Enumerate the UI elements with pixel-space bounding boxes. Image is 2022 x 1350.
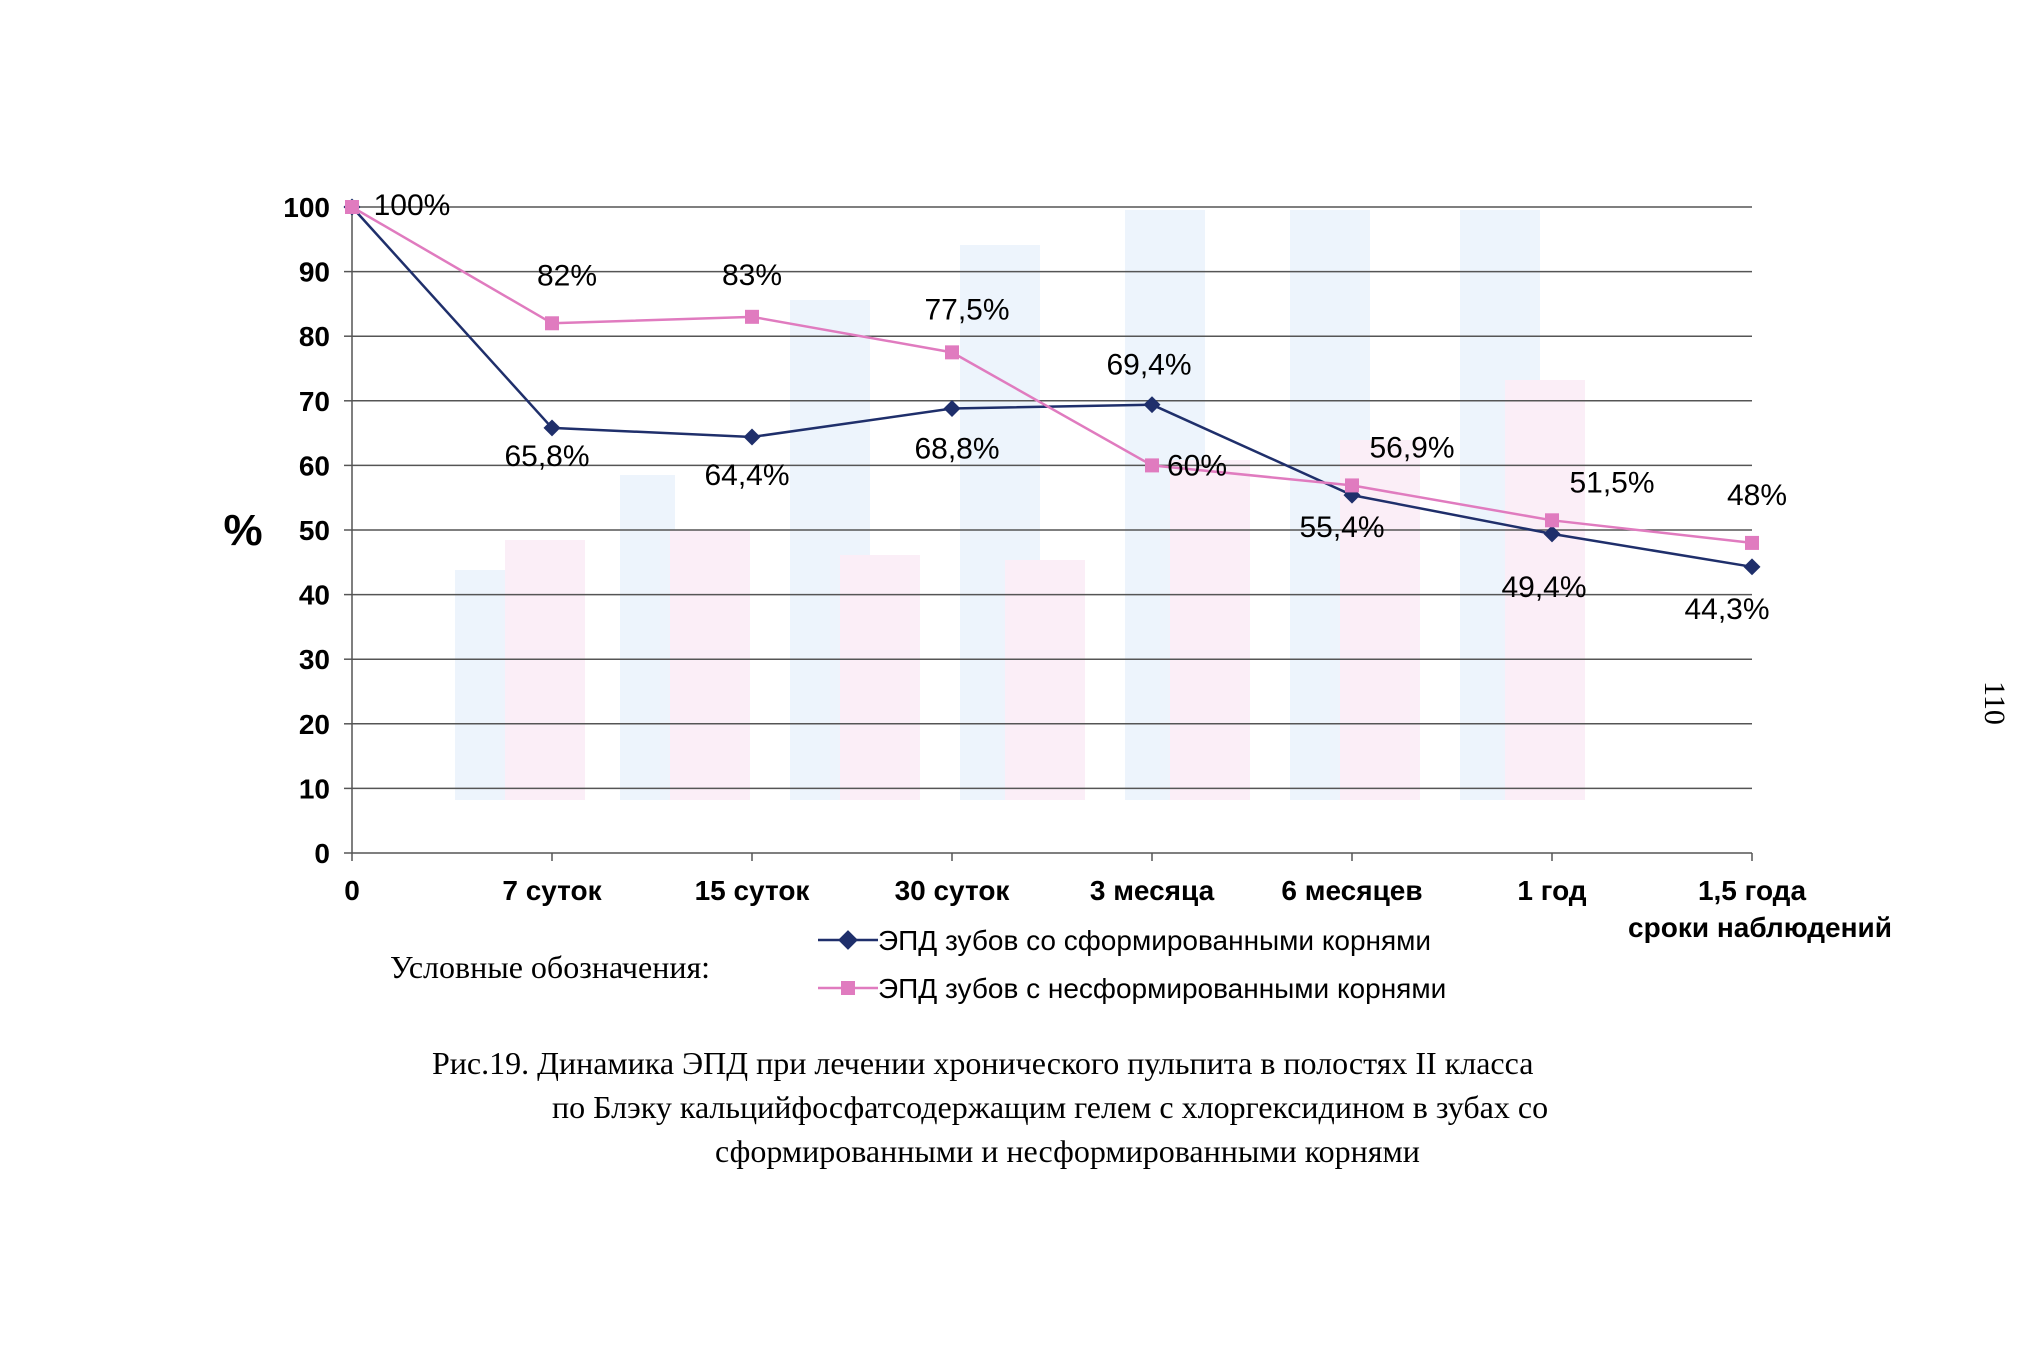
x-tick-label: 30 суток: [895, 875, 1011, 906]
legend-marker-formed: [838, 930, 858, 950]
data-point: [545, 316, 559, 331]
legend-label-unformed: ЭПД зубов с несформированными корнями: [878, 973, 1446, 1004]
data-labels: 65,8% 64,4% 68,8% 69,4% 55,4% 49,4% 44,3% 100% 8…: [374, 189, 1787, 626]
legend-marker-unformed: [841, 981, 855, 995]
data-point: [1745, 535, 1759, 550]
x-tick-label: 1,5 года: [1698, 875, 1807, 906]
y-tick-label: 50: [299, 515, 330, 546]
y-tick-label: 20: [299, 709, 330, 740]
series-line: [351, 206, 1753, 569]
x-tick-label: 1 год: [1517, 875, 1586, 906]
data-label: 82%: [537, 259, 597, 292]
caption-line-2: по Блэку кальцийфосфатсодержащим гелем с…: [552, 1089, 1548, 1125]
series-lines: [351, 205, 1753, 569]
legend-label-formed: ЭПД зубов со сформированными корнями: [878, 925, 1431, 956]
background-ghost-bars: [455, 210, 1585, 800]
data-point: [945, 345, 959, 360]
y-tick-label: 80: [299, 321, 330, 352]
y-tick-label: 10: [299, 773, 330, 804]
x-tick-label: 15 суток: [695, 875, 811, 906]
data-label: 69,4%: [1106, 349, 1191, 382]
y-tick-label: 40: [299, 580, 330, 611]
data-point: [745, 309, 759, 324]
data-label: 48%: [1727, 479, 1787, 512]
y-tick-label: 60: [299, 450, 330, 481]
data-point: [1345, 478, 1359, 493]
data-label: 60%: [1167, 449, 1227, 482]
page-number: 110: [1978, 681, 2011, 725]
caption-line-3: сформированными и несформированными корн…: [715, 1133, 1420, 1169]
y-tick-label: 30: [299, 644, 330, 675]
x-axis-ticks: 0 7 суток 15 суток 30 суток 3 месяца 6 месяце…: [344, 853, 1806, 906]
data-point: [943, 400, 961, 418]
data-point: [1743, 558, 1761, 576]
data-label: 51,5%: [1569, 466, 1654, 499]
series-line: [351, 205, 1753, 545]
series-markers: [343, 198, 1761, 576]
legend-title: Условные обозначения:: [390, 949, 710, 985]
data-label: 49,4%: [1501, 571, 1586, 604]
x-tick-label: 3 месяца: [1090, 875, 1215, 906]
y-tick-label: 90: [299, 257, 330, 288]
data-label: 64,4%: [704, 459, 789, 492]
y-axis-ticks: 0 10 20 30 40 50 60 70 80 90 100: [283, 192, 352, 869]
y-axis-label: %: [223, 506, 262, 555]
y-tick-label: 70: [299, 386, 330, 417]
x-tick-label: 0: [344, 875, 360, 906]
gridlines: [352, 206, 1752, 854]
x-axis-label: сроки наблюдений: [1628, 912, 1892, 943]
data-label: 100%: [374, 189, 451, 222]
data-label: 68,8%: [914, 433, 999, 466]
data-point: [345, 200, 359, 214]
data-point: [543, 419, 561, 437]
x-tick-label: 6 месяцев: [1281, 875, 1422, 906]
data-point: [1545, 513, 1559, 528]
x-tick-label: 7 суток: [502, 875, 602, 906]
data-point: [743, 428, 761, 446]
data-point: [1145, 458, 1159, 473]
data-label: 55,4%: [1299, 511, 1384, 544]
y-tick-label: 100: [283, 192, 330, 223]
data-label: 77,5%: [924, 293, 1009, 326]
figure-caption: Рис.19. Динамика ЭПД при лечении хрониче…: [432, 1045, 1548, 1169]
data-point: [1543, 525, 1561, 543]
data-label: 83%: [722, 259, 782, 292]
data-label: 56,9%: [1369, 431, 1454, 464]
y-tick-label: 0: [314, 838, 330, 869]
data-label: 65,8%: [504, 440, 589, 473]
data-label: 44,3%: [1684, 593, 1769, 626]
legend: Условные обозначения: ЭПД зубов со сформ…: [390, 925, 1446, 1004]
caption-line-1: Рис.19. Динамика ЭПД при лечении хрониче…: [432, 1045, 1533, 1081]
